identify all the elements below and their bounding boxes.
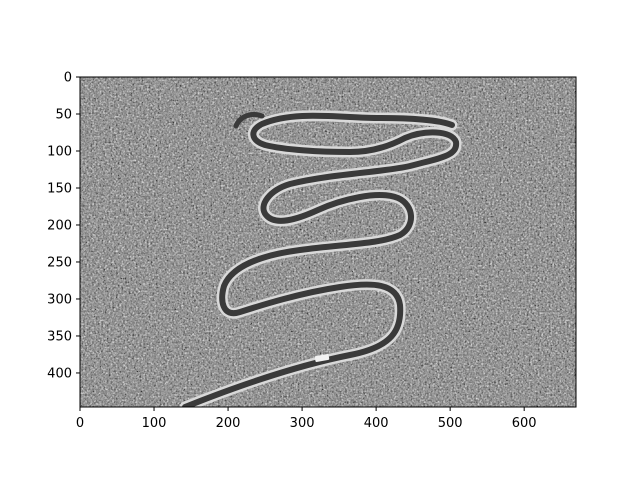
y-tick-label: 400 (47, 366, 72, 381)
y-tick-label: 300 (47, 292, 72, 307)
y-tick-label: 0 (64, 71, 72, 86)
y-tick-label: 250 (47, 255, 72, 270)
y-tick-label: 350 (47, 329, 72, 344)
y-tick-label: 100 (47, 144, 72, 159)
y-tick-label: 150 (47, 181, 72, 196)
y-tick-label: 50 (55, 107, 72, 122)
x-axis: 0 100 200 300 400 500 600 (76, 407, 537, 431)
image-plot (80, 77, 576, 407)
x-tick-label: 0 (76, 416, 84, 431)
x-tick-label: 400 (364, 416, 389, 431)
y-axis: 0 50 100 150 200 250 300 350 400 (47, 71, 80, 382)
y-tick-label: 200 (47, 218, 72, 233)
x-tick-label: 600 (512, 416, 537, 431)
x-tick-label: 200 (216, 416, 241, 431)
x-tick-label: 500 (438, 416, 463, 431)
x-tick-label: 300 (290, 416, 315, 431)
x-tick-label: 100 (142, 416, 167, 431)
